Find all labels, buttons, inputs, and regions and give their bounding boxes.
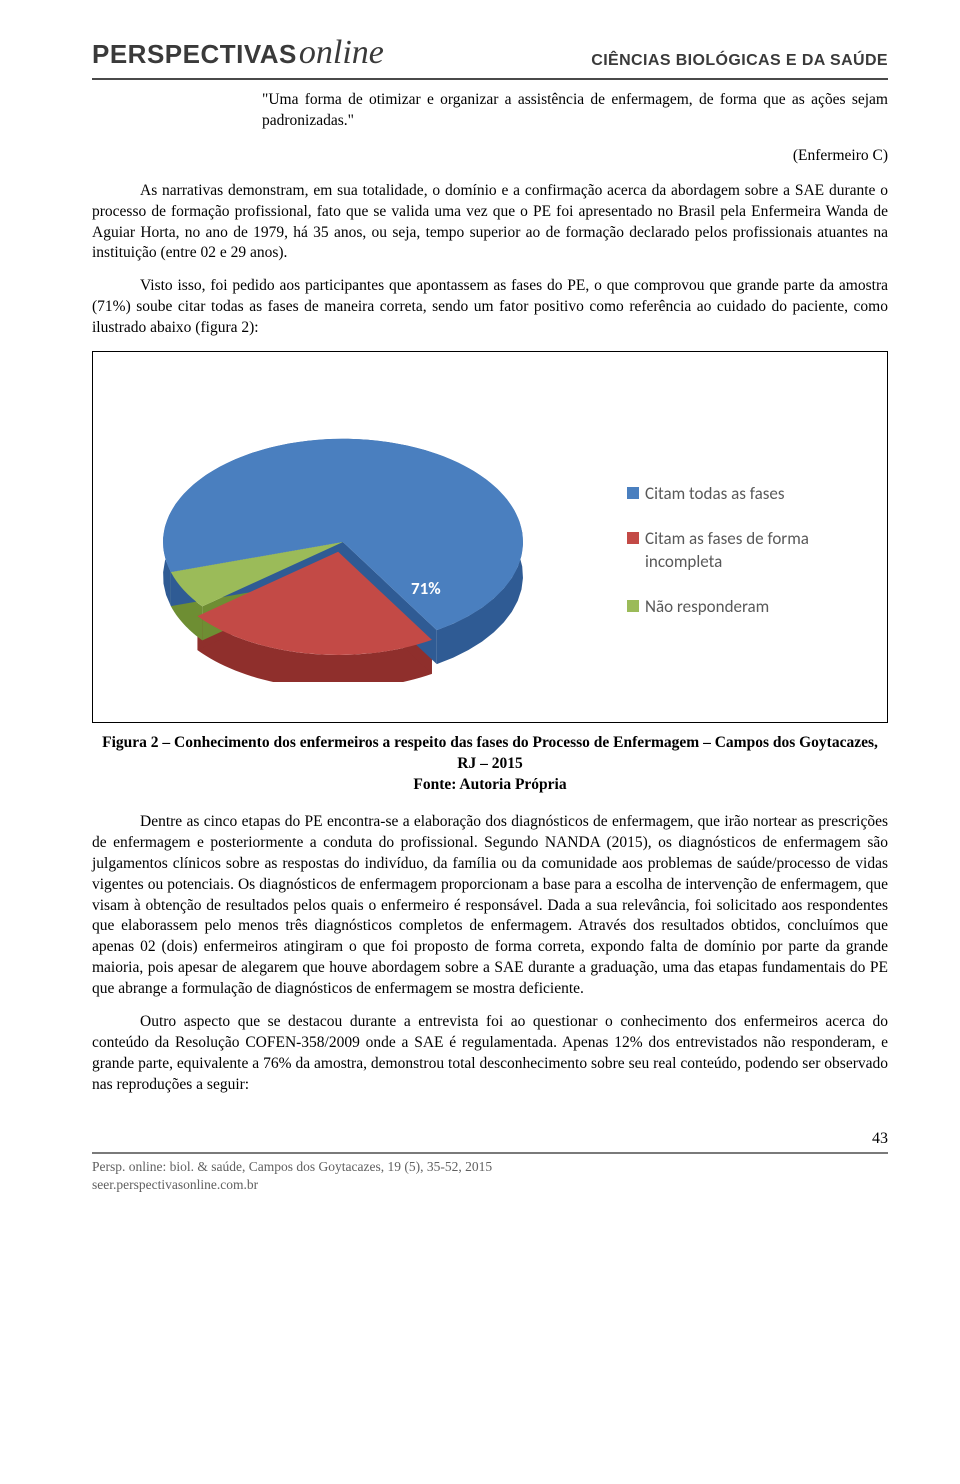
legend-item: Não responderam [627, 596, 857, 619]
paragraph-4: Outro aspecto que se destacou durante a … [92, 1012, 888, 1096]
pie-slice-label: 71% [411, 578, 441, 601]
figure-caption: Figura 2 – Conhecimento dos enfermeiros … [92, 733, 888, 796]
page-header: PERSPECTIVAS online CIÊNCIAS BIOLÓGICAS … [92, 30, 888, 80]
paragraph-3: Dentre as cinco etapas do PE encontra-se… [92, 812, 888, 1000]
legend-label: Citam todas as fases [645, 483, 784, 506]
footer-citation: Persp. online: biol. & saúde, Campos dos… [92, 1158, 888, 1176]
pie-slice-label: 6% [315, 402, 336, 425]
paragraph-2: Visto isso, foi pedido aos participantes… [92, 276, 888, 339]
legend-label: Citam as fases de forma incompleta [645, 528, 857, 574]
legend-item: Citam as fases de forma incompleta [627, 528, 857, 574]
paragraph-1: As narrativas demonstram, em sua totalid… [92, 181, 888, 265]
chart-legend: Citam todas as fases Citam as fases de fo… [627, 483, 857, 641]
legend-swatch [627, 487, 639, 499]
footer-url: seer.perspectivasonline.com.br [92, 1176, 888, 1194]
legend-swatch [627, 532, 639, 544]
figure-caption-line1: Figura 2 – Conhecimento dos enfermeiros … [92, 733, 888, 775]
pie-chart-svg [123, 382, 563, 682]
quote-block: "Uma forma de otimizar e organizar a ass… [262, 90, 888, 132]
legend-label: Não responderam [645, 596, 769, 619]
figure-caption-line2: Fonte: Autoria Própria [92, 775, 888, 796]
page-number: 43 [872, 1128, 888, 1150]
legend-item: Citam todas as fases [627, 483, 857, 506]
pie-slice-label: 23% [183, 434, 213, 457]
legend-swatch [627, 600, 639, 612]
quote-attribution: (Enfermeiro C) [92, 146, 888, 167]
logo-text-left: PERSPECTIVAS [92, 37, 297, 72]
logo-text-right: online [299, 30, 384, 76]
pie-chart: 71% 23% 6% [123, 382, 563, 682]
page-footer: 43 Persp. online: biol. & saúde, Campos … [92, 1146, 888, 1194]
journal-section-title: CIÊNCIAS BIOLÓGICAS E DA SAÚDE [591, 50, 888, 76]
journal-logo: PERSPECTIVAS online [92, 30, 384, 76]
figure-2-container: 71% 23% 6% Citam todas as fases Citam as fa… [92, 351, 888, 723]
